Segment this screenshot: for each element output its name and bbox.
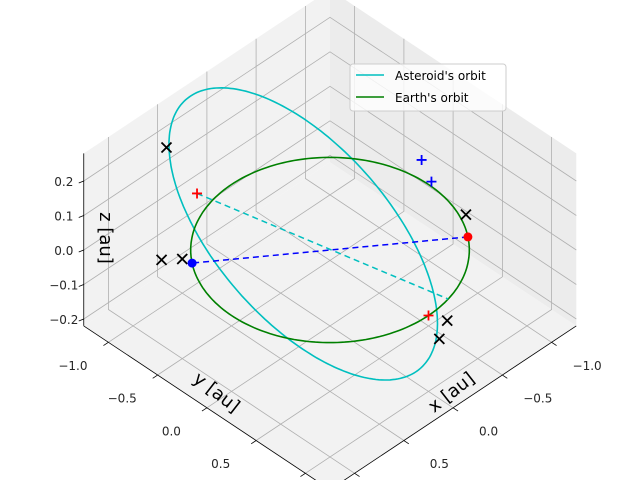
- z-tick-mark-2: [78, 249, 84, 253]
- x-tick-mark-0: [103, 341, 109, 346]
- z-tick-label: −0.2: [49, 313, 78, 327]
- floor-pane: [83, 162, 577, 480]
- x-marker: [160, 141, 173, 154]
- y-tick-label: 0.5: [430, 457, 449, 471]
- z-tick-mark-1: [78, 284, 84, 287]
- legend: Asteroid's orbit Earth's orbit: [349, 63, 507, 112]
- grid-line-z-2: [83, 85, 577, 251]
- grid-lines: [83, 6, 577, 474]
- marker-layer: [155, 141, 473, 345]
- series-layer: [168, 86, 471, 381]
- x-marker: [155, 254, 168, 266]
- grid-line-y-2: [206, 71, 454, 409]
- legend-frame: [349, 63, 507, 112]
- grid-line-y-4: [108, 137, 355, 474]
- z-tick-label: 0.2: [54, 175, 73, 189]
- grid-line-z-1: [83, 120, 577, 285]
- node-line-0: [196, 192, 449, 300]
- z-tick-label: 0.1: [54, 210, 73, 224]
- grid-line-x-3: [255, 104, 503, 441]
- z-tick-mark-3: [78, 215, 84, 218]
- y-tick-label: 0.0: [479, 424, 498, 438]
- grid-line-z-3: [83, 51, 577, 216]
- grid-line-x-2: [206, 71, 454, 409]
- x-tick-mark-4: [300, 472, 306, 477]
- z-axis-label: z [au]: [95, 212, 116, 264]
- point-marker: [187, 258, 197, 268]
- y-tick-mark-2: [452, 407, 459, 412]
- grid-line-z-4: [83, 16, 577, 182]
- z-tick-mark-4: [78, 180, 84, 184]
- y-tick-mark-0: [551, 341, 557, 346]
- y-tick-mark-3: [403, 440, 410, 445]
- y-tick-label: −0.5: [523, 392, 552, 406]
- x-tick-mark-3: [250, 440, 257, 445]
- x-tick-mark-2: [201, 407, 208, 412]
- grid-line-y-3: [157, 104, 405, 441]
- x-tick-label: 0.5: [211, 457, 230, 471]
- x-marker: [433, 333, 445, 345]
- grid-line-x-4: [305, 137, 552, 474]
- orbit-line-0: [168, 86, 439, 381]
- z-tick-label: 0.0: [54, 244, 73, 258]
- x-marker: [460, 208, 472, 221]
- grid-line-y-0: [304, 6, 552, 343]
- plus-marker: [192, 188, 203, 199]
- legend-label-asteroid: Asteroid's orbit: [395, 69, 486, 83]
- plus-marker: [426, 176, 437, 187]
- x-tick-mark-1: [152, 374, 158, 379]
- z-tick-mark-0: [78, 318, 84, 322]
- y-tick-label: −1.0: [573, 359, 602, 373]
- y-tick-mark-1: [502, 374, 508, 379]
- x-marker: [441, 314, 453, 327]
- legend-label-earth: Earth's orbit: [395, 91, 469, 105]
- plus-marker: [423, 310, 434, 321]
- z-tick-label: −0.1: [49, 279, 78, 293]
- node-line-1: [192, 236, 468, 264]
- axis-lines: [78, 153, 577, 480]
- orbit-line-1: [189, 156, 471, 344]
- x-tick-label: −0.5: [108, 392, 137, 406]
- x-marker: [176, 253, 188, 265]
- node-lines: [192, 192, 468, 300]
- x-tick-label: 0.0: [162, 424, 181, 438]
- plus-marker: [416, 154, 427, 165]
- tick-labels: −1.0−0.50.00.51.0−1.0−0.50.00.51.0−0.2−0…: [49, 175, 602, 471]
- point-marker: [463, 232, 473, 242]
- y-tick-mark-4: [354, 472, 360, 477]
- x-tick-label: −1.0: [58, 359, 87, 373]
